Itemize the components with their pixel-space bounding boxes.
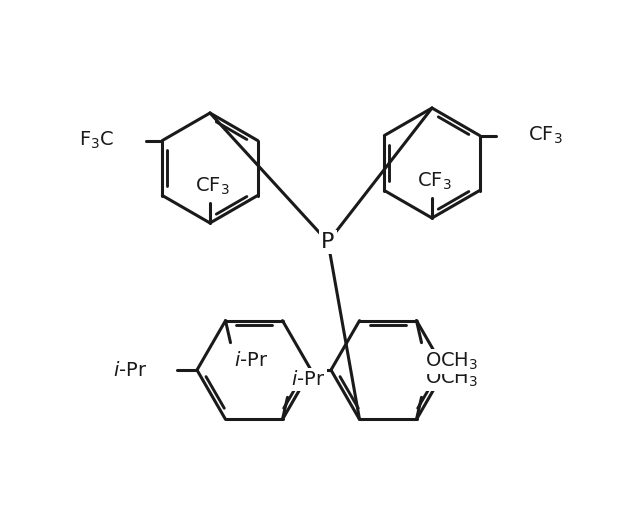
Text: F$_3$C: F$_3$C [79, 130, 115, 151]
Text: CF$_3$: CF$_3$ [527, 125, 562, 146]
Text: CF$_3$: CF$_3$ [417, 171, 451, 192]
Text: P: P [321, 232, 335, 252]
Text: $i$-Pr: $i$-Pr [291, 370, 324, 389]
Text: OCH$_3$: OCH$_3$ [424, 368, 478, 389]
Text: CF$_3$: CF$_3$ [195, 176, 229, 197]
Text: $i$-Pr: $i$-Pr [113, 360, 147, 380]
Text: $i$-Pr: $i$-Pr [234, 351, 268, 370]
Text: OCH$_3$: OCH$_3$ [424, 351, 478, 372]
